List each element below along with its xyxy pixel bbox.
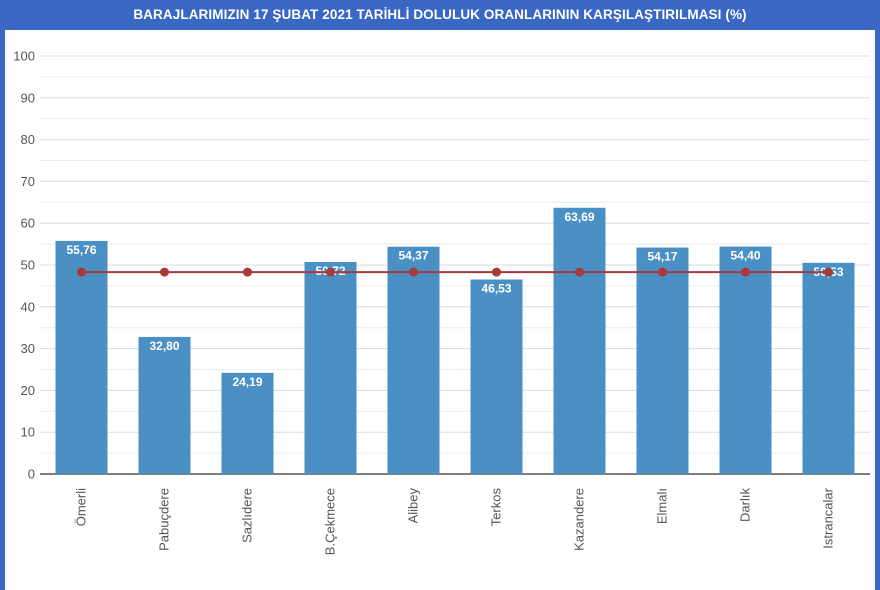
data-label: 24,19 — [232, 375, 262, 389]
x-tick-label: Sazlıdere — [240, 488, 255, 543]
bar — [802, 262, 855, 474]
line-point — [658, 267, 667, 277]
bar — [221, 372, 274, 474]
y-tick-label: 20 — [21, 383, 35, 398]
data-label: 54,17 — [647, 250, 677, 264]
bar — [553, 207, 606, 474]
x-tick-label: B.Çekmece — [323, 488, 338, 555]
x-tick-label: Istrancalar — [821, 487, 836, 548]
x-tick-label: Alibey — [406, 488, 421, 524]
y-tick-label: 10 — [21, 425, 35, 440]
line-point — [243, 267, 252, 277]
line-point — [409, 267, 418, 277]
data-label: 32,80 — [149, 339, 179, 353]
average-line — [77, 267, 833, 277]
data-label: 55,76 — [66, 243, 96, 257]
line-point — [741, 267, 750, 277]
y-tick-label: 80 — [21, 132, 35, 147]
bar — [304, 261, 357, 474]
bar — [719, 246, 772, 474]
bar — [55, 240, 108, 474]
data-label: 54,37 — [398, 249, 428, 263]
bar — [470, 279, 523, 474]
line-point — [824, 267, 833, 277]
line-point — [492, 267, 501, 277]
data-label: 46,53 — [481, 282, 511, 296]
x-tick-label: Elmalı — [655, 488, 670, 524]
data-labels: 55,7632,8024,1950,7254,3746,5363,6954,17… — [66, 210, 843, 389]
x-tick-label: Kazandere — [572, 488, 587, 551]
x-tick-label: Pabuçdere — [157, 488, 172, 551]
y-tick-label: 50 — [21, 258, 35, 273]
x-tick-label: Ömerli — [74, 488, 89, 526]
y-tick-label: 60 — [21, 216, 35, 231]
bars — [55, 207, 855, 474]
line-point — [326, 267, 335, 277]
bar — [636, 247, 689, 474]
y-axis-ticks: 0 10 20 30 40 50 60 70 80 90 100 — [13, 49, 35, 482]
x-tick-label: Terkos — [489, 488, 504, 527]
line-point — [160, 267, 169, 277]
y-tick-label: 40 — [21, 299, 35, 314]
data-label: 54,40 — [730, 249, 760, 263]
y-tick-label: 90 — [21, 90, 35, 105]
bar — [138, 336, 191, 474]
y-tick-label: 100 — [13, 49, 35, 64]
x-axis-labels: Ömerli Pabuçdere Sazlıdere B.Çekmece Alibey T… — [74, 487, 836, 555]
y-tick-label: 30 — [21, 341, 35, 356]
data-label: 63,69 — [564, 210, 594, 224]
y-tick-label: 70 — [21, 174, 35, 189]
line-point — [77, 267, 86, 277]
chart-title: BARAJLARIMIZIN 17 ŞUBAT 2021 TARİHLİ DOL… — [0, 0, 880, 30]
y-tick-label: 0 — [28, 467, 35, 482]
line-point — [575, 267, 584, 277]
x-tick-label: Darlık — [738, 488, 753, 522]
bar — [387, 246, 440, 474]
